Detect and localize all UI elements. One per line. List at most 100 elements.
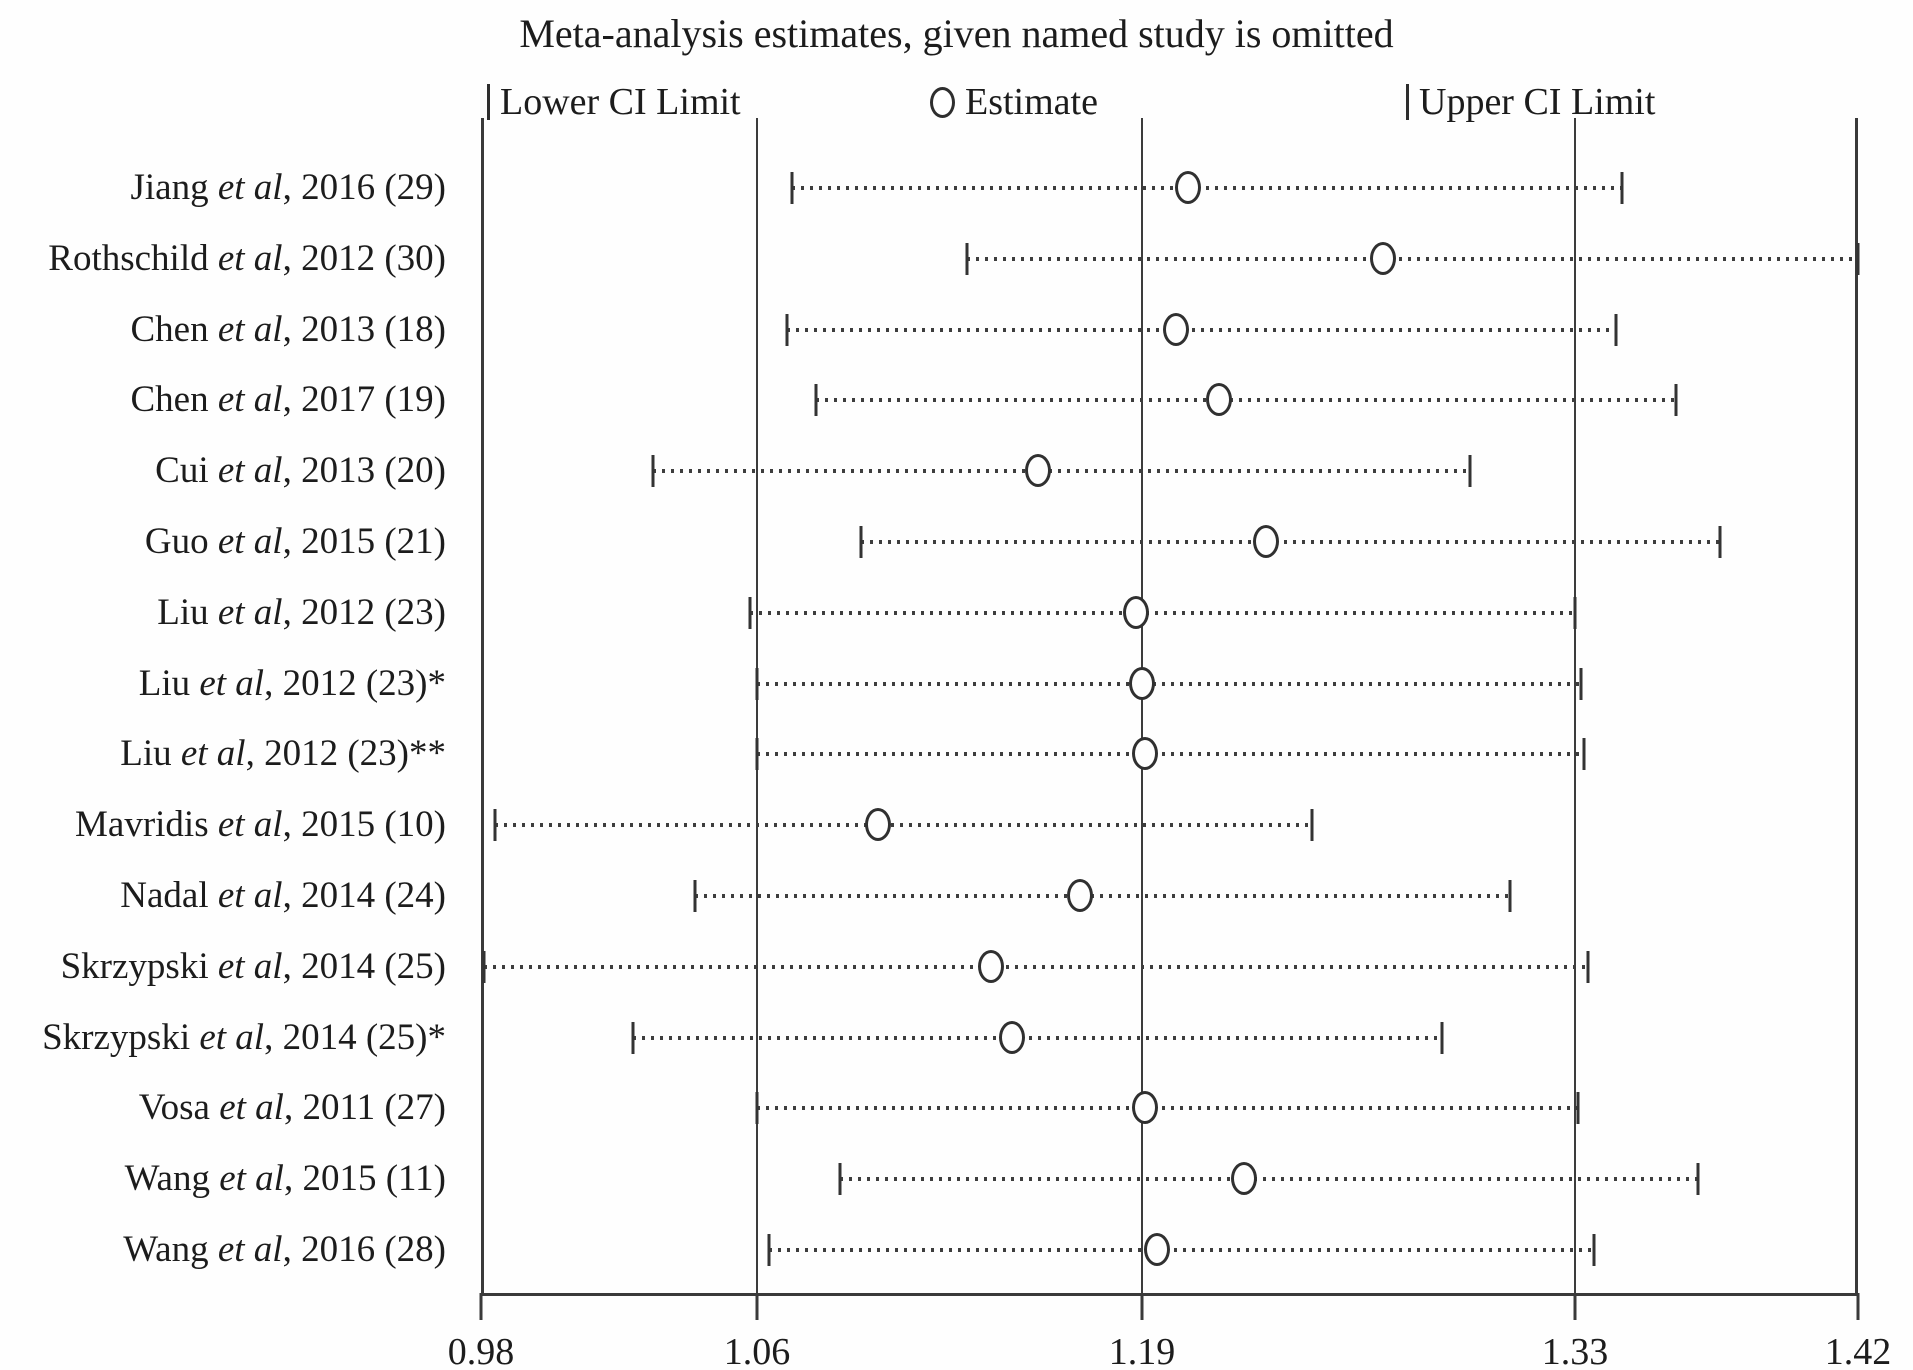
- ci-upper-tick: [1468, 455, 1472, 488]
- upper-ci-tick-icon: [1406, 84, 1409, 120]
- estimate-marker: [1175, 171, 1202, 204]
- legend-estimate: Estimate: [930, 80, 1098, 124]
- ci-dotted-line: [484, 964, 1588, 969]
- study-label: Skrzypski et al, 2014 (25)*: [42, 1016, 446, 1058]
- estimate-marker: [1066, 879, 1093, 912]
- ci-lower-tick: [965, 242, 969, 275]
- ci-dotted-line: [967, 256, 1858, 261]
- ci-dotted-line: [756, 1106, 1579, 1111]
- estimate-marker: [1231, 1162, 1258, 1196]
- axis-tick-label: 1.19: [1108, 1331, 1176, 1370]
- legend-lower-ci-label: Lower CI Limit: [500, 81, 741, 123]
- study-label: Liu et al, 2012 (23)*: [138, 662, 446, 704]
- legend-estimate-label: Estimate: [965, 81, 1098, 123]
- estimate-marker: [1162, 312, 1189, 346]
- ci-dotted-line: [750, 610, 1576, 615]
- study-label: Vosa et al, 2011 (27): [138, 1087, 446, 1129]
- estimate-circle-icon: [930, 86, 955, 118]
- plot-left-border: [481, 118, 484, 1293]
- ci-lower-tick: [755, 1092, 759, 1125]
- study-label: Cui et al, 2013 (20): [155, 450, 446, 492]
- ci-upper-tick: [1620, 172, 1624, 204]
- ci-lower-tick: [755, 667, 759, 700]
- ci-upper-tick: [1576, 1092, 1580, 1125]
- ci-upper-tick: [1674, 384, 1678, 417]
- estimate-marker: [1025, 454, 1052, 488]
- chart-title: Meta-analysis estimates, given named stu…: [519, 11, 1394, 56]
- ci-dotted-line: [756, 752, 1585, 757]
- ci-upper-tick: [1592, 1234, 1596, 1266]
- ci-dotted-line: [839, 1177, 1698, 1182]
- ci-dotted-line: [494, 823, 1313, 828]
- ci-lower-tick: [755, 738, 759, 771]
- study-label: Guo et al, 2015 (21): [144, 521, 446, 562]
- axis-tick: [755, 1293, 759, 1320]
- axis-tick-label: 1.06: [723, 1331, 791, 1370]
- ci-dotted-line: [632, 1035, 1442, 1040]
- estimate-marker: [1144, 1233, 1171, 1266]
- estimate-marker: [1132, 1091, 1159, 1125]
- estimate-marker: [1252, 525, 1279, 558]
- lower-ci-tick-icon: [487, 84, 490, 120]
- legend-upper-ci: Upper CI Limit: [1406, 80, 1655, 124]
- estimate-marker: [977, 949, 1004, 983]
- ci-lower-tick: [814, 384, 818, 417]
- study-label: Liu et al, 2012 (23): [157, 591, 446, 633]
- reference-line: [1140, 118, 1143, 1293]
- ci-upper-tick: [1573, 596, 1577, 629]
- ci-lower-tick: [838, 1163, 842, 1196]
- ci-upper-tick: [1696, 1163, 1700, 1196]
- ci-dotted-line: [792, 186, 1623, 190]
- ci-upper-tick: [1310, 809, 1314, 842]
- study-label: Skrzypski et al, 2014 (25): [60, 945, 446, 987]
- ci-lower-tick: [651, 455, 655, 488]
- ci-lower-tick: [482, 950, 486, 983]
- ci-dotted-line: [860, 540, 1720, 544]
- estimate-marker: [1206, 383, 1233, 417]
- plot-right-border: [1855, 118, 1858, 1293]
- ci-upper-tick: [1579, 667, 1583, 700]
- estimate-marker: [1128, 666, 1155, 700]
- ci-lower-tick: [790, 172, 794, 204]
- plot-area: 0.98 1.06 1.19 1.33 1.42: [448, 118, 1891, 1370]
- estimate-marker: [1123, 595, 1150, 629]
- study-label: Chen et al, 2013 (18): [130, 308, 447, 350]
- ci-lower-tick: [693, 880, 697, 912]
- study-label: Mavridis et al, 2015 (10): [75, 804, 446, 846]
- ci-lower-tick: [748, 596, 752, 629]
- ci-lower-tick: [493, 809, 497, 842]
- study-label: Rothschild et al, 2012 (30): [48, 237, 446, 279]
- ci-upper-tick: [1508, 880, 1512, 912]
- ci-dotted-line: [694, 894, 1511, 898]
- ci-upper-tick: [1586, 950, 1590, 983]
- study-label: Chen et al, 2017 (19): [130, 379, 447, 421]
- reference-line: [755, 118, 758, 1293]
- ci-lower-tick: [631, 1021, 635, 1054]
- study-label: Nadal et al, 2014 (24): [120, 875, 446, 916]
- estimate-marker: [865, 808, 892, 842]
- axis-tick-label: 1.42: [1824, 1331, 1892, 1370]
- ci-dotted-line: [816, 398, 1676, 403]
- ci-upper-tick: [1718, 526, 1722, 558]
- ci-lower-tick: [767, 1234, 771, 1266]
- ci-lower-tick: [859, 526, 863, 558]
- study-label: Wang et al, 2015 (11): [124, 1158, 446, 1200]
- estimate-marker: [998, 1020, 1025, 1054]
- axis-tick-label: 0.98: [447, 1331, 515, 1370]
- ci-dotted-line: [768, 1248, 1594, 1252]
- ci-upper-tick: [1582, 738, 1586, 771]
- estimate-marker: [1132, 737, 1159, 771]
- legend-upper-ci-label: Upper CI Limit: [1419, 81, 1656, 123]
- axis-tick: [1140, 1293, 1144, 1320]
- x-axis-line: [481, 1293, 1858, 1296]
- axis-tick: [1573, 1293, 1577, 1320]
- ci-dotted-line: [756, 681, 1582, 686]
- ci-dotted-line: [786, 327, 1616, 332]
- study-label: Liu et al, 2012 (23)**: [120, 733, 446, 775]
- estimate-marker: [1370, 241, 1397, 275]
- study-label: Wang et al, 2016 (28): [123, 1229, 446, 1270]
- ci-upper-tick: [1614, 313, 1618, 346]
- reference-line: [1574, 118, 1577, 1293]
- ci-upper-tick: [1440, 1021, 1444, 1054]
